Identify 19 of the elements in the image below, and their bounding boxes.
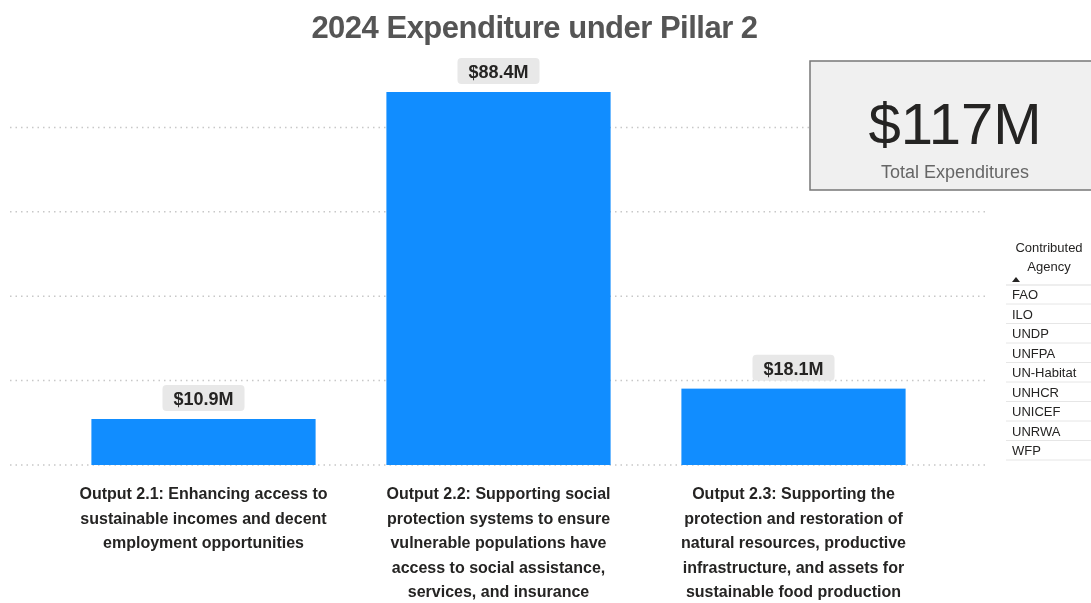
text: Contributed Agency xyxy=(1015,240,1083,274)
text: ILO xyxy=(1012,306,1033,322)
text: UNRWA xyxy=(1012,423,1061,439)
data-label: $18.1M xyxy=(763,358,824,379)
x-tick-label: Output 2.2: Supporting social protection systems to ensure vulnerable populations have access to social assistance, services, and insurance xyxy=(386,485,611,600)
text: $117M xyxy=(868,91,1042,156)
text: UNDP xyxy=(1012,326,1049,341)
data-label: $10.9M xyxy=(173,389,234,410)
text: UN-Habitat xyxy=(1012,365,1077,380)
chart-title: 2024 Expenditure under Pillar 2 xyxy=(311,10,758,45)
x-tick-label: Output 2.1: Enhancing access to sustainable incomes and decent employment opportunities xyxy=(79,485,328,551)
text: UNICEF xyxy=(1012,404,1061,419)
text: UNHCR xyxy=(1012,384,1059,400)
text: FAO xyxy=(1012,287,1039,302)
data-label: $88.4M xyxy=(468,62,529,82)
x-tick-label: Output 2.3: Supporting the protection and restoration of natural resources, productive infrastructure, and assets for sustainable food production xyxy=(681,485,907,600)
text: Total Expenditures xyxy=(880,162,1030,182)
text: WFP xyxy=(1012,443,1041,458)
text: UNFPA xyxy=(1012,345,1056,361)
